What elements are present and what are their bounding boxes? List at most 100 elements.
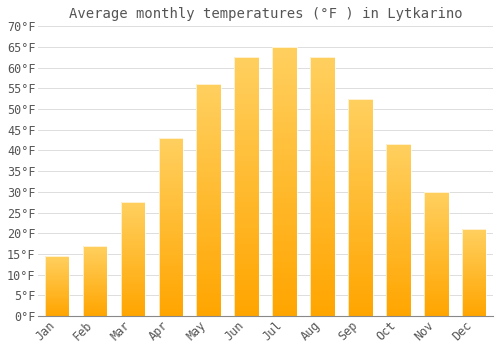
Bar [120,245,146,248]
Bar [45,291,70,292]
Bar [120,227,146,230]
Bar [424,254,448,257]
Bar [196,260,221,265]
Bar [234,275,259,280]
Bar [83,302,108,303]
Bar [196,228,221,232]
Bar [386,213,410,216]
Bar [158,188,183,191]
Bar [424,303,448,306]
Bar [120,302,146,304]
Bar [45,264,70,266]
Bar [158,291,183,295]
Bar [158,277,183,280]
Bar [462,238,486,239]
Bar [348,164,372,168]
Bar [196,251,221,256]
Bar [234,192,259,197]
Bar [234,156,259,161]
Bar [462,302,486,304]
Bar [310,223,335,228]
Bar [45,273,70,274]
Bar [45,269,70,270]
Bar [310,311,335,316]
Bar [158,177,183,181]
Bar [120,252,146,254]
Bar [196,186,221,191]
Bar [158,256,183,259]
Bar [424,306,448,308]
Bar [386,189,410,192]
Bar [120,202,146,316]
Bar [386,292,410,295]
Bar [424,276,448,279]
Bar [462,246,486,248]
Bar [386,203,410,206]
Bar [83,268,108,270]
Bar [158,170,183,174]
Bar [234,161,259,166]
Bar [45,305,70,306]
Bar [158,270,183,273]
Bar [272,58,297,63]
Bar [83,250,108,251]
Bar [272,47,297,52]
Bar [462,274,486,276]
Bar [272,187,297,192]
Bar [234,140,259,145]
Bar [310,181,335,187]
Bar [386,175,410,178]
Bar [234,83,259,88]
Bar [386,172,410,175]
Bar [348,190,372,194]
Bar [386,299,410,302]
Bar [386,275,410,278]
Bar [45,281,70,282]
Bar [45,262,70,263]
Bar [462,292,486,293]
Bar [348,129,372,133]
Bar [310,104,335,109]
Bar [272,310,297,316]
Bar [386,278,410,282]
Bar [272,133,297,139]
Bar [462,297,486,299]
Bar [158,174,183,177]
Bar [234,233,259,238]
Bar [272,63,297,69]
Bar [462,295,486,297]
Bar [158,152,183,156]
Bar [310,73,335,78]
Bar [386,155,410,158]
Bar [120,268,146,271]
Bar [45,266,70,267]
Bar [272,305,297,310]
Bar [120,218,146,220]
Bar [83,290,108,292]
Bar [348,212,372,216]
Bar [196,293,221,298]
Bar [462,279,486,281]
Bar [462,269,486,271]
Bar [83,285,108,286]
Bar [234,119,259,125]
Bar [120,254,146,257]
Bar [45,268,70,269]
Bar [462,293,486,295]
Bar [158,223,183,227]
Bar [348,177,372,181]
Bar [120,204,146,207]
Bar [83,253,108,254]
Bar [158,231,183,234]
Bar [348,246,372,251]
Bar [45,303,70,304]
Bar [120,312,146,314]
Bar [120,236,146,239]
Bar [424,232,448,234]
Bar [272,155,297,160]
Bar [424,204,448,207]
Bar [272,117,297,122]
Bar [386,251,410,254]
Bar [386,210,410,213]
Bar [120,271,146,273]
